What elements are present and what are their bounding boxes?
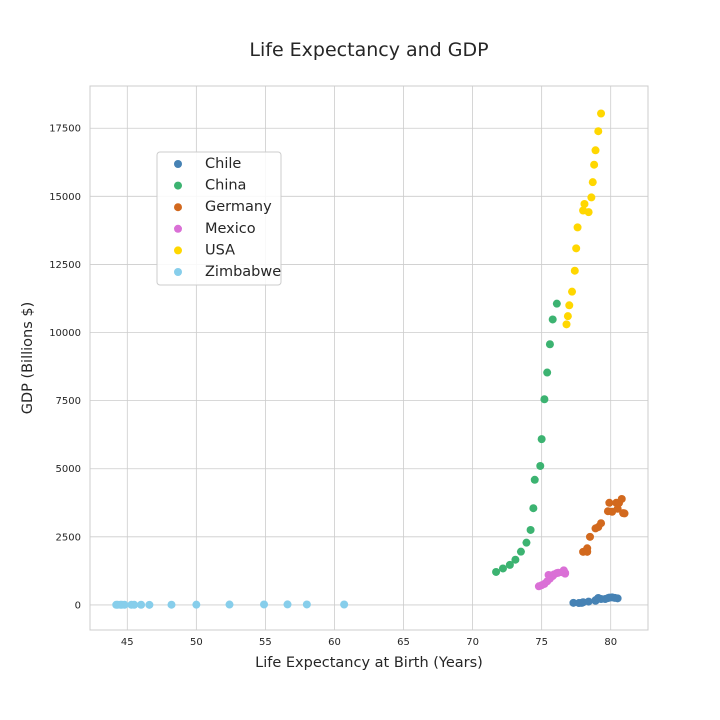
y-tick-label: 17500: [49, 124, 81, 135]
legend-label-mexico: Mexico: [205, 221, 256, 237]
x-tick-label: 55: [259, 637, 272, 648]
legend-marker-zimbabwe: [174, 268, 182, 276]
point-zimbabwe: [120, 600, 129, 609]
legend-label-germany: Germany: [205, 199, 272, 215]
legend-marker-germany: [174, 203, 182, 212]
point-china: [505, 560, 514, 569]
point-china: [526, 525, 535, 534]
x-tick-label: 75: [535, 637, 548, 648]
point-germany: [617, 494, 626, 503]
x-tick-label: 65: [397, 637, 410, 648]
point-usa: [584, 208, 593, 217]
point-china: [548, 315, 557, 324]
point-china: [537, 435, 546, 444]
plot-frame: [89, 85, 649, 631]
point-usa: [588, 178, 597, 187]
legend-marker-china: [174, 181, 182, 190]
point-chile: [613, 594, 622, 603]
point-zimbabwe: [145, 600, 154, 609]
point-zimbabwe: [283, 600, 292, 609]
legend-marker-chile: [174, 160, 182, 168]
legend-label-china: China: [205, 178, 246, 194]
point-china: [545, 340, 554, 349]
y-axis-label: GDP (Billions $): [20, 302, 36, 415]
series-chile: [569, 593, 622, 608]
y-tick-label: 10000: [49, 328, 81, 339]
x-tick-label: 45: [121, 637, 134, 648]
x-axis-label: Life Expectancy at Birth (Years): [255, 655, 483, 671]
x-tick-label: 50: [190, 637, 203, 648]
series-zimbabwe: [112, 600, 349, 609]
plot-area: 45 50 55 60 65 70 75 80 0 2500 5000 7500 10000 12500 1…: [49, 85, 649, 648]
point-china: [498, 564, 507, 573]
point-germany: [585, 532, 594, 541]
point-zimbabwe: [130, 600, 139, 609]
point-usa: [587, 193, 596, 202]
legend-label-zimbabwe: Zimbabwe: [205, 264, 281, 280]
y-tick-label: 0: [75, 600, 81, 611]
point-usa: [594, 127, 603, 136]
point-usa: [562, 320, 571, 329]
point-china: [530, 475, 539, 484]
point-zimbabwe: [340, 600, 349, 609]
point-usa: [563, 312, 572, 321]
point-chile: [584, 597, 593, 606]
y-tick-label: 12500: [49, 260, 81, 271]
y-tick-label: 5000: [56, 464, 81, 475]
point-china: [536, 461, 545, 470]
x-tick-label: 80: [604, 637, 617, 648]
point-usa: [590, 160, 599, 169]
point-china: [529, 504, 538, 513]
point-germany: [597, 519, 606, 528]
point-china: [511, 555, 520, 564]
point-germany: [619, 509, 628, 518]
point-germany: [583, 544, 592, 553]
point-china: [516, 547, 525, 556]
legend-marker-mexico: [174, 224, 182, 233]
chart-title: Life Expectancy and GDP: [249, 39, 488, 61]
x-tick-label: 60: [328, 637, 341, 648]
x-tick-label: 70: [466, 637, 479, 648]
point-china: [552, 299, 561, 308]
legend-label-usa: USA: [205, 242, 235, 258]
point-china: [543, 368, 552, 377]
series-usa: [562, 109, 606, 329]
series-china: [492, 299, 561, 576]
point-usa: [597, 109, 606, 118]
y-tick-label: 7500: [56, 396, 81, 407]
point-usa: [568, 287, 577, 296]
legend-label-chile: Chile: [205, 156, 241, 172]
point-usa: [591, 146, 600, 155]
point-zimbabwe: [137, 600, 146, 609]
y-tick-label: 2500: [56, 532, 81, 543]
point-usa: [580, 199, 589, 208]
point-zimbabwe: [167, 600, 176, 609]
legend-marker-usa: [174, 246, 182, 255]
series-germany: [579, 494, 629, 556]
point-mexico: [561, 568, 570, 577]
point-zimbabwe: [302, 600, 311, 609]
point-usa: [573, 223, 582, 232]
point-usa: [572, 244, 581, 253]
point-zimbabwe: [225, 600, 234, 609]
point-china: [540, 395, 549, 404]
point-zimbabwe: [192, 600, 201, 609]
point-usa: [570, 266, 579, 275]
y-tick-label: 15000: [49, 192, 81, 203]
point-china: [522, 538, 531, 547]
series-mexico: [534, 566, 570, 591]
point-germany: [605, 498, 614, 507]
point-china: [492, 567, 501, 576]
point-zimbabwe: [260, 600, 269, 609]
point-usa: [565, 301, 574, 310]
legend-box: [156, 151, 282, 286]
legend: Chile China Germany Mexico USA Zimbabwe: [156, 151, 282, 286]
